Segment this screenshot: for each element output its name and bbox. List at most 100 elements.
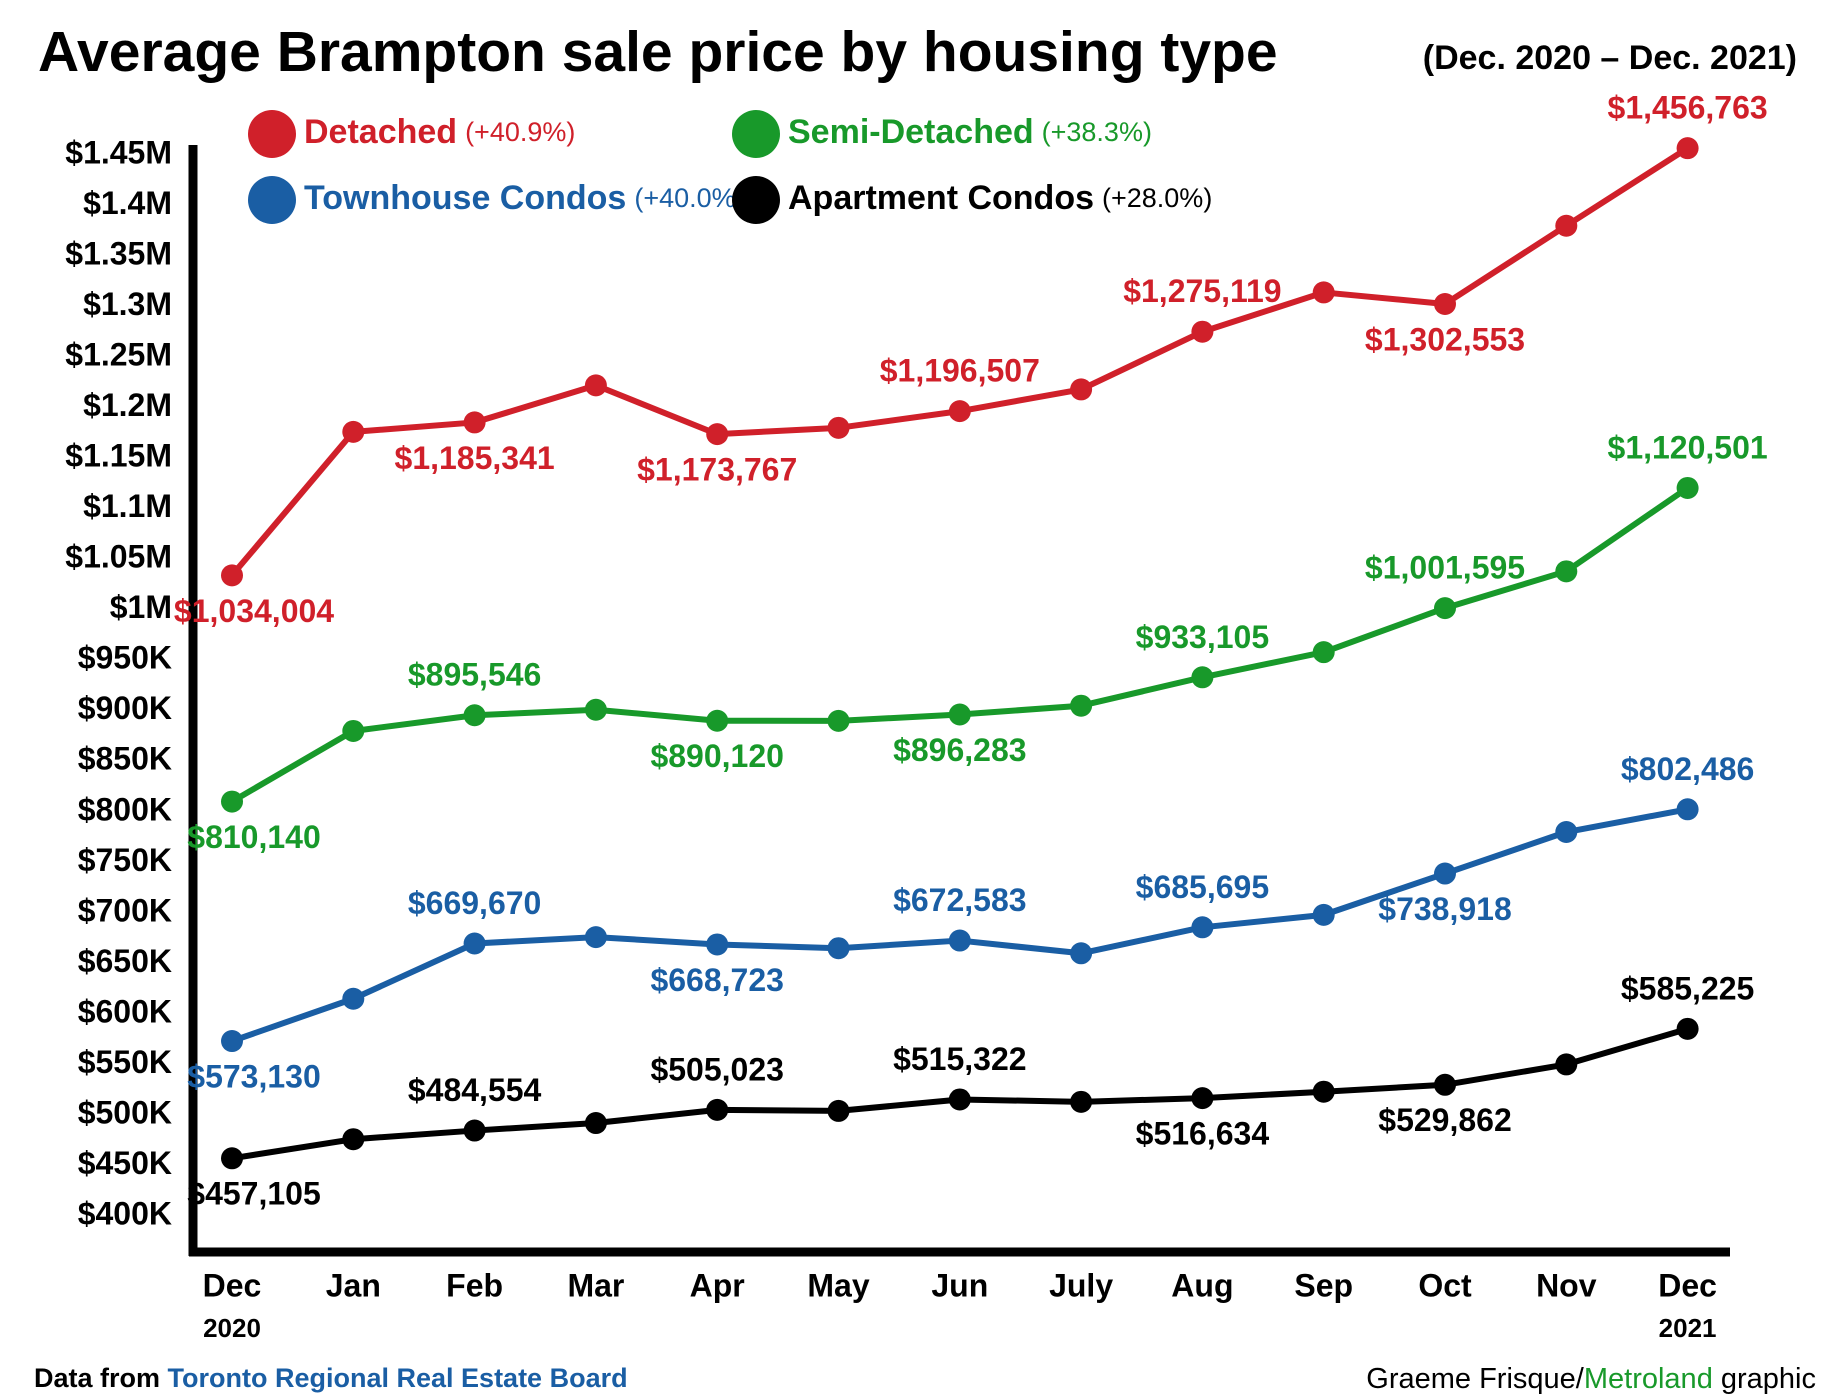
source-prefix: Data from xyxy=(34,1363,168,1393)
data-point xyxy=(221,790,243,813)
x-tick-label: May xyxy=(807,1267,869,1303)
legend-swatch xyxy=(732,110,780,158)
value-label: $573,130 xyxy=(187,1059,320,1095)
data-point xyxy=(221,1030,243,1053)
data-point xyxy=(948,1088,971,1111)
data-point xyxy=(463,1119,486,1142)
legend-change: (+40.0%) xyxy=(634,183,744,213)
data-point xyxy=(221,1147,243,1170)
value-label: $516,634 xyxy=(1136,1116,1270,1152)
data-point xyxy=(1434,597,1456,620)
data-point xyxy=(1191,320,1214,343)
data-point xyxy=(1555,821,1578,844)
legend-name: Apartment Condos xyxy=(788,179,1094,217)
y-tick-label: $1.45M xyxy=(65,134,172,170)
y-tick-label: $650K xyxy=(78,943,172,979)
value-label: $890,120 xyxy=(650,738,783,774)
source: Data from Toronto Regional Real Estate B… xyxy=(34,1363,628,1393)
legend-entry: Townhouse Condos (+40.0%) xyxy=(304,179,745,217)
y-tick-label: $1.1M xyxy=(83,488,172,524)
data-point xyxy=(584,1112,607,1135)
y-tick-label: $950K xyxy=(78,640,172,676)
data-point xyxy=(463,411,486,434)
y-tick-label: $1.35M xyxy=(65,236,172,272)
data-point xyxy=(221,564,243,587)
data-point xyxy=(1312,281,1335,304)
data-point xyxy=(1676,1017,1699,1040)
source-name: Toronto Regional Real Estate Board xyxy=(168,1363,628,1393)
data-point xyxy=(706,709,729,732)
y-tick-label: $400K xyxy=(78,1195,172,1231)
value-label: $484,554 xyxy=(408,1072,542,1108)
data-point xyxy=(1312,1080,1335,1103)
data-point xyxy=(1191,666,1214,689)
x-tick-sublabel: 2021 xyxy=(1659,1313,1717,1343)
data-point xyxy=(1555,1053,1578,1076)
y-tick-label: $1.2M xyxy=(83,387,172,423)
data-point xyxy=(827,937,850,960)
data-point xyxy=(1312,903,1335,926)
data-point xyxy=(1676,798,1699,821)
data-point xyxy=(584,698,607,721)
x-tick-label: Sep xyxy=(1294,1267,1353,1303)
value-label: $1,185,341 xyxy=(395,440,555,476)
data-point xyxy=(463,704,486,727)
value-label: $738,918 xyxy=(1378,891,1511,927)
x-tick-label: Aug xyxy=(1171,1267,1233,1303)
credit-suffix: graphic xyxy=(1713,1363,1816,1395)
value-label: $515,322 xyxy=(893,1041,1026,1077)
data-point xyxy=(827,416,850,439)
data-point xyxy=(948,703,971,726)
value-label: $669,670 xyxy=(408,885,541,921)
data-point xyxy=(706,1098,729,1121)
y-tick-label: $1.15M xyxy=(65,438,172,474)
x-tick-sublabel: 2020 xyxy=(203,1313,261,1343)
value-label: $1,120,501 xyxy=(1608,429,1768,465)
data-point xyxy=(1312,641,1335,664)
y-tick-label: $800K xyxy=(78,791,172,827)
data-point xyxy=(1070,694,1093,717)
x-tick-label: July xyxy=(1049,1267,1113,1303)
value-label: $1,302,553 xyxy=(1365,321,1525,357)
y-tick-label: $600K xyxy=(78,993,172,1029)
data-point xyxy=(1434,1073,1456,1096)
y-tick-label: $450K xyxy=(78,1145,172,1181)
credit-org: Metroland xyxy=(1584,1363,1713,1395)
legend-name: Townhouse Condos xyxy=(304,179,626,217)
data-point xyxy=(827,1099,850,1122)
value-label: $672,583 xyxy=(893,882,1026,918)
legend-entry: Apartment Condos (+28.0%) xyxy=(788,179,1212,217)
x-tick-label: Mar xyxy=(567,1267,624,1303)
data-point xyxy=(827,709,850,732)
data-point xyxy=(584,926,607,949)
data-point xyxy=(706,933,729,956)
data-point xyxy=(1070,1090,1093,1113)
value-label: $685,695 xyxy=(1136,869,1269,905)
x-tick-label: Feb xyxy=(446,1267,503,1303)
value-label: $896,283 xyxy=(893,732,1026,768)
data-point xyxy=(1070,378,1093,401)
value-label: $457,105 xyxy=(187,1176,320,1212)
y-tick-label: $550K xyxy=(78,1044,172,1080)
legend-name: Detached xyxy=(304,113,457,151)
value-label: $668,723 xyxy=(650,962,783,998)
data-point xyxy=(584,374,607,397)
legend-entry: Detached (+40.9%) xyxy=(304,113,575,151)
data-point xyxy=(1555,560,1578,583)
data-point xyxy=(706,423,729,446)
x-tick-label: Dec xyxy=(1658,1267,1717,1303)
data-point xyxy=(1434,862,1456,885)
y-tick-label: $700K xyxy=(78,892,172,928)
y-tick-label: $750K xyxy=(78,842,172,878)
value-label: $802,486 xyxy=(1621,751,1754,787)
legend-swatch xyxy=(732,176,780,224)
value-label: $1,034,004 xyxy=(174,593,334,629)
x-tick-label: Jun xyxy=(931,1267,988,1303)
value-label: $1,001,595 xyxy=(1365,550,1525,586)
legend-name: Semi-Detached xyxy=(788,113,1034,151)
value-label: $895,546 xyxy=(408,657,541,693)
data-point xyxy=(463,932,486,955)
y-tick-label: $850K xyxy=(78,741,172,777)
data-point xyxy=(342,987,365,1010)
